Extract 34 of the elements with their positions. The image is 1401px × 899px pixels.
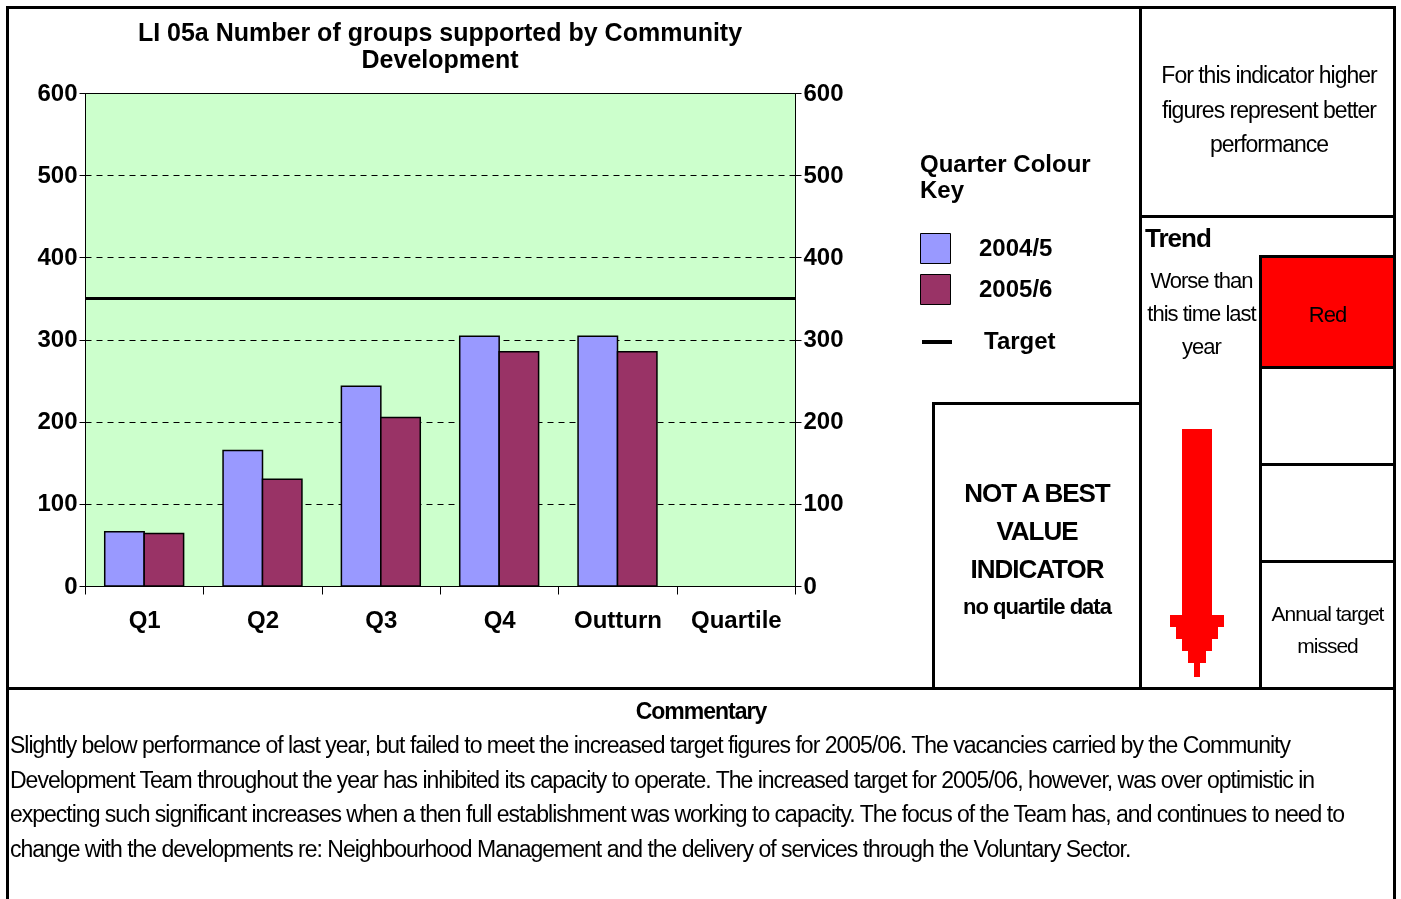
- x-tick-label: Q4: [483, 605, 517, 633]
- legend-label: Target: [984, 327, 1056, 354]
- y2-tick-label: 500: [803, 160, 844, 188]
- text: NOT A BEST VALUE INDICATOR: [963, 477, 1112, 586]
- x-tick-label: Outturn: [574, 605, 662, 633]
- y2-tick-label: 600: [803, 78, 844, 106]
- text: no quartile data: [962, 593, 1113, 621]
- chart-title: LI 05a Number of groups supported by Community Development: [137, 18, 743, 73]
- legend-title: Quarter Colour Key: [920, 150, 1091, 203]
- y2-tick-label: 200: [803, 407, 844, 435]
- text: Commentary: [634, 697, 768, 726]
- y2-tick-label: 100: [803, 489, 844, 517]
- legend-label: 2004/5: [979, 233, 1053, 261]
- text: Trend: [1145, 222, 1212, 255]
- y2-tick-label: 0: [803, 571, 817, 599]
- text: Worse than this time last year: [1146, 267, 1258, 361]
- y-tick-label: 0: [64, 571, 78, 599]
- y-tick-label: 300: [37, 325, 78, 352]
- y-tick-label: 400: [37, 242, 78, 270]
- text: Red: [1307, 301, 1348, 329]
- x-tick-label: Q1: [128, 605, 161, 633]
- y-tick-label: 200: [37, 407, 78, 435]
- y-tick-label: 500: [37, 160, 78, 188]
- y2-tick-label: 300: [803, 325, 844, 352]
- x-tick-label: Q3: [365, 605, 398, 633]
- x-tick-label: Q2: [246, 605, 280, 633]
- legend-label: 2005/6: [979, 274, 1053, 302]
- text: Annual target missed: [1270, 601, 1385, 659]
- text: For this indicator higher figures represent better performance: [1160, 61, 1379, 159]
- y-tick-label: 100: [37, 489, 78, 517]
- y-tick-label: 600: [37, 78, 78, 106]
- y2-tick-label: 400: [803, 242, 844, 270]
- text: Slightly below performance of last year, but failed to meet the increased target figures for 2005/06. The vacancies carried by the Community Development Team throughout the year has inhibited its capacity to operate. The increased target for 2005/06, however, was over optimistic in expecting such significant increases when a then full establishment was working to capacity. The focus of the Team has, and continues to need to change with the developments re: Neighbourhood Management and the delivery of services through the Voluntary Sector.: [10, 731, 1345, 864]
- x-tick-label: Quartile: [690, 605, 782, 633]
